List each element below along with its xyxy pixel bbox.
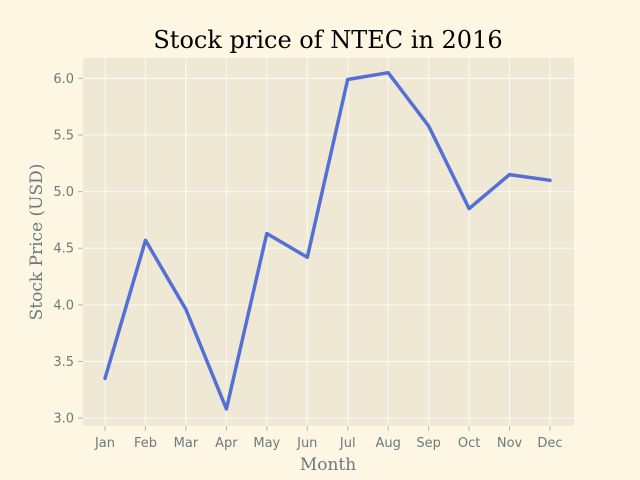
y-axis-label: Stock Price (USD) — [27, 164, 47, 321]
y-tick-label: 3.5 — [53, 355, 74, 370]
y-tick-label: 3.0 — [53, 412, 74, 427]
y-tick-label: 5.5 — [53, 128, 74, 143]
x-tick-label: Mar — [174, 436, 199, 451]
x-tick-label: Nov — [497, 436, 523, 451]
y-tick-label: 5.0 — [53, 185, 74, 200]
x-tick-label: Dec — [537, 436, 562, 451]
plot-area — [83, 58, 574, 426]
x-axis-label: Month — [300, 455, 356, 475]
grid-lines — [83, 58, 574, 426]
x-tick-label: Jul — [339, 436, 356, 451]
x-tick-label: Jun — [296, 436, 317, 451]
x-axis-ticks: Jan Feb Mar Apr May Jun Jul Aug Sep Oct Nov Dec — [94, 426, 563, 451]
x-tick-label: Oct — [458, 436, 480, 451]
y-tick-label: 4.0 — [53, 298, 74, 313]
y-tick-label: 6.0 — [53, 72, 74, 87]
x-tick-label: Jan — [94, 436, 115, 451]
chart-title: Stock price of NTEC in 2016 — [153, 26, 502, 54]
x-tick-label: Aug — [375, 436, 400, 451]
y-axis-ticks: 3.0 3.5 4.0 4.5 5.0 5.5 6.0 — [53, 72, 83, 427]
x-tick-label: Apr — [215, 436, 238, 451]
x-tick-label: May — [253, 436, 280, 451]
x-tick-label: Feb — [134, 436, 157, 451]
x-tick-label: Sep — [416, 436, 441, 451]
series-line — [103, 70, 552, 411]
y-tick-label: 4.5 — [53, 242, 74, 257]
